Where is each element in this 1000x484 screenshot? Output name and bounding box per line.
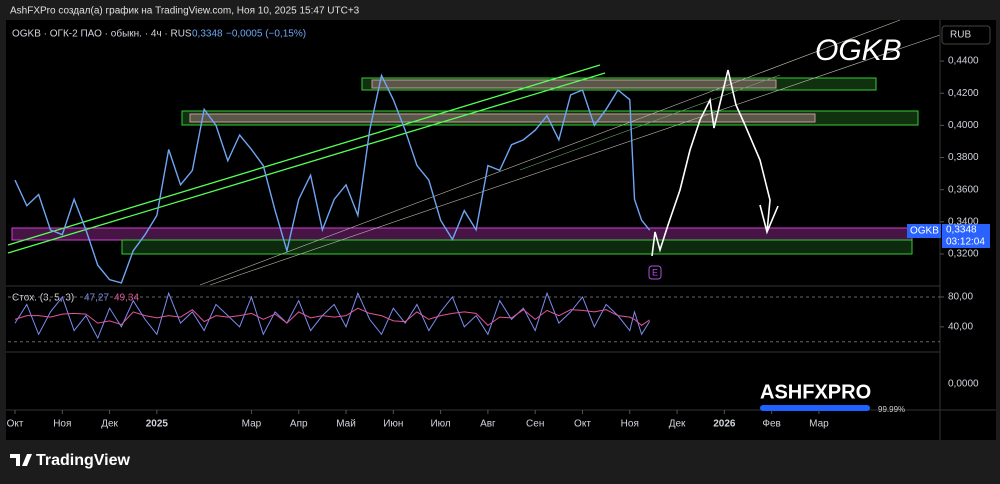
y-tick-label: 80,00 [948,292,973,303]
big-title: OGKB [815,34,902,67]
trend-line [209,34,941,286]
y-tick-label: 0,4400 [948,56,979,67]
currency-box[interactable] [941,25,991,45]
x-tick-label: Июн [383,419,403,430]
symbol: OGKB · ОГК-2 ПАО · обыкн. · 4ч · RUS [12,28,192,40]
drawings [7,19,941,286]
series-line [14,307,650,326]
header: AshFXPro создал(а) график на TradingView… [10,5,360,17]
zone [11,227,913,241]
y-tick-label: 0,3800 [948,152,979,163]
trend-line [7,72,606,254]
x-tick-label: Май [336,419,356,430]
y-tick-label: 0,3200 [948,249,979,260]
zone [189,113,816,123]
brand: ASHFXPRO [760,381,871,403]
x-tick-label: 2025 [146,419,169,430]
x-tick-label: Июл [430,419,450,430]
x-tick-label: Окт [574,419,591,430]
y-tick-label: 0,3400 [948,216,979,227]
trend-line [519,74,781,171]
countdown: 03:12:04 [946,237,985,248]
y-tick-label: 0,0000 [948,379,979,390]
x-tick-label: Дек [669,419,686,430]
stoch-legend: Стох. (3, 5, 3) [12,293,74,304]
last-price: 0,3348 [192,29,223,40]
y-tick-label: 0,4000 [948,120,979,131]
x-tick-label: Ноя [53,419,71,430]
price-tag-box [942,224,990,248]
zone [371,79,777,89]
event-marker[interactable] [648,265,662,280]
price-tag-label: OGKB [910,226,939,237]
event-label[interactable]: E [652,267,658,277]
price-tag [907,224,941,238]
x-tick-label: 2026 [713,419,736,430]
trend-line [199,19,901,286]
x-tick-label: Мар [242,419,262,430]
zone [121,239,913,255]
forecast-arrow [651,69,779,257]
x-tick-label: Ноя [621,419,639,430]
change: −0,0005 (−0,15%) [226,29,306,40]
y-tick-label: 0,3600 [948,184,979,195]
price-tag-value: 0,3348 [946,225,977,236]
stoch-k: 47,27 [84,293,109,304]
x-tick-label: Мар [809,419,829,430]
stoch-d: 49,34 [114,293,139,304]
y-tick-label: 0,4200 [948,88,979,99]
y-tick-label: 40,00 [948,321,973,332]
x-tick-label: Апр [290,419,308,430]
brand-percent: 99.99% [878,405,905,414]
x-tick-label: Авг [480,419,496,430]
logo-icon[interactable] [10,454,32,466]
x-tick-label: Дек [101,419,118,430]
currency[interactable]: RUB [950,30,971,41]
x-tick-label: Фев [762,419,780,430]
x-tick-label: Окт [7,419,24,430]
brand-bar [760,405,870,411]
logo[interactable]: TradingView [36,452,131,469]
x-tick-label: Сен [526,419,544,430]
trend-line [7,64,601,246]
series-line [14,73,651,284]
